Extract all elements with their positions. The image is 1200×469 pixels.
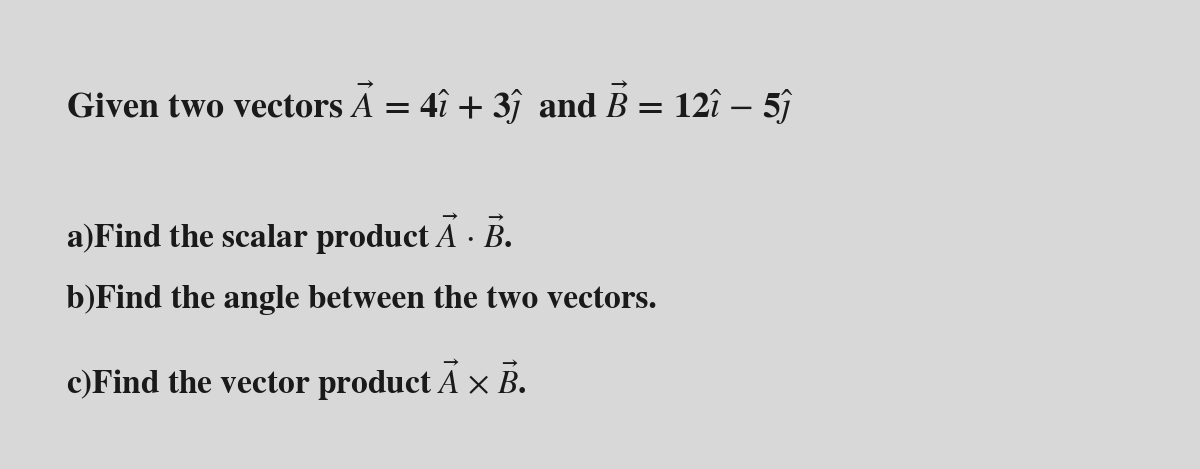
Text: Given two vectors $\vec{A}$ = 4$\hat{\imath}$ + 3$\hat{\jmath}$  and $\vec{B}$ =: Given two vectors $\vec{A}$ = 4$\hat{\im… (66, 80, 794, 127)
Text: a)Find the scalar product $\vec{A}$ $\cdot$ $\vec{B}$.: a)Find the scalar product $\vec{A}$ $\cd… (66, 212, 512, 257)
Text: b)Find the angle between the two vectors.: b)Find the angle between the two vectors… (66, 285, 656, 316)
Text: c)Find the vector product $\vec{A}$ $\times$ $\vec{B}$.: c)Find the vector product $\vec{A}$ $\ti… (66, 357, 527, 402)
